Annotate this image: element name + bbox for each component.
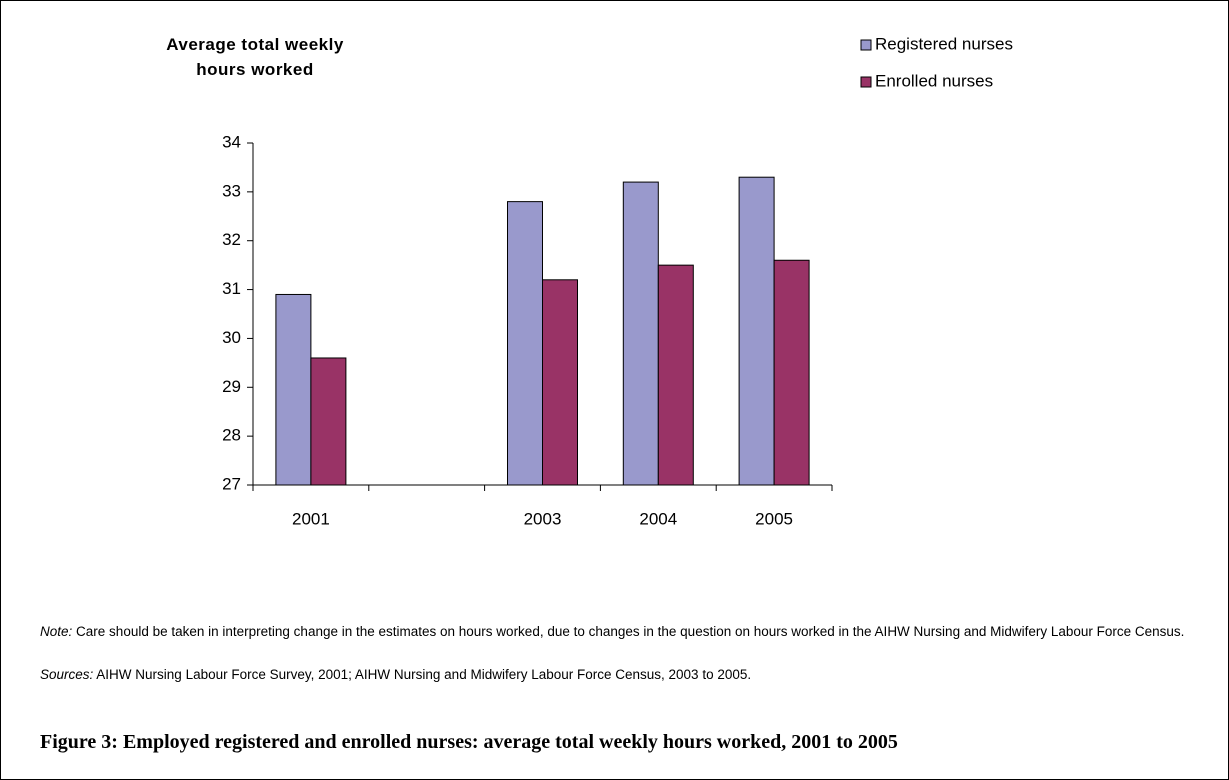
x-tick-label: 2003 (524, 509, 562, 528)
y-tick-label: 33 (222, 181, 241, 200)
bar (738, 176, 775, 486)
x-tick-label: 2001 (292, 509, 330, 528)
y-axis-title: Average total weekly hours worked (166, 35, 344, 79)
bar (310, 357, 347, 486)
sources: Sources: AIHW Nursing Labour Force Surve… (40, 664, 1200, 685)
caption: Figure 3: Employed registered and enroll… (40, 731, 898, 753)
legend-label: Enrolled nurses (875, 71, 993, 90)
bar (507, 201, 543, 486)
bar (622, 181, 659, 486)
legend-swatch (860, 39, 872, 51)
sources-text: AIHW Nursing Labour Force Survey, 2001; … (96, 667, 752, 682)
x-tick-label: 2004 (639, 509, 677, 528)
x-tick-label: 2005 (755, 509, 793, 528)
legend-swatch (860, 76, 872, 88)
y-tick-label: 32 (222, 230, 241, 249)
sources-label: Sources: (40, 667, 94, 682)
note: Note: Care should be taken in interpreti… (40, 621, 1200, 642)
bar (542, 279, 578, 486)
note-text: Care should be taken in interpreting cha… (76, 624, 1185, 639)
y-tick-label: 29 (222, 377, 241, 396)
bar (275, 293, 312, 486)
bar (773, 259, 810, 486)
y-tick-label: 27 (222, 474, 241, 493)
y-tick-label: 31 (222, 279, 241, 298)
y-tick-label: 28 (222, 426, 241, 445)
bar (657, 264, 694, 486)
y-tick-label: 34 (222, 132, 241, 151)
legend-label: Registered nurses (875, 34, 1013, 53)
y-tick-label: 30 (222, 328, 241, 347)
note-label: Note: (40, 624, 73, 639)
